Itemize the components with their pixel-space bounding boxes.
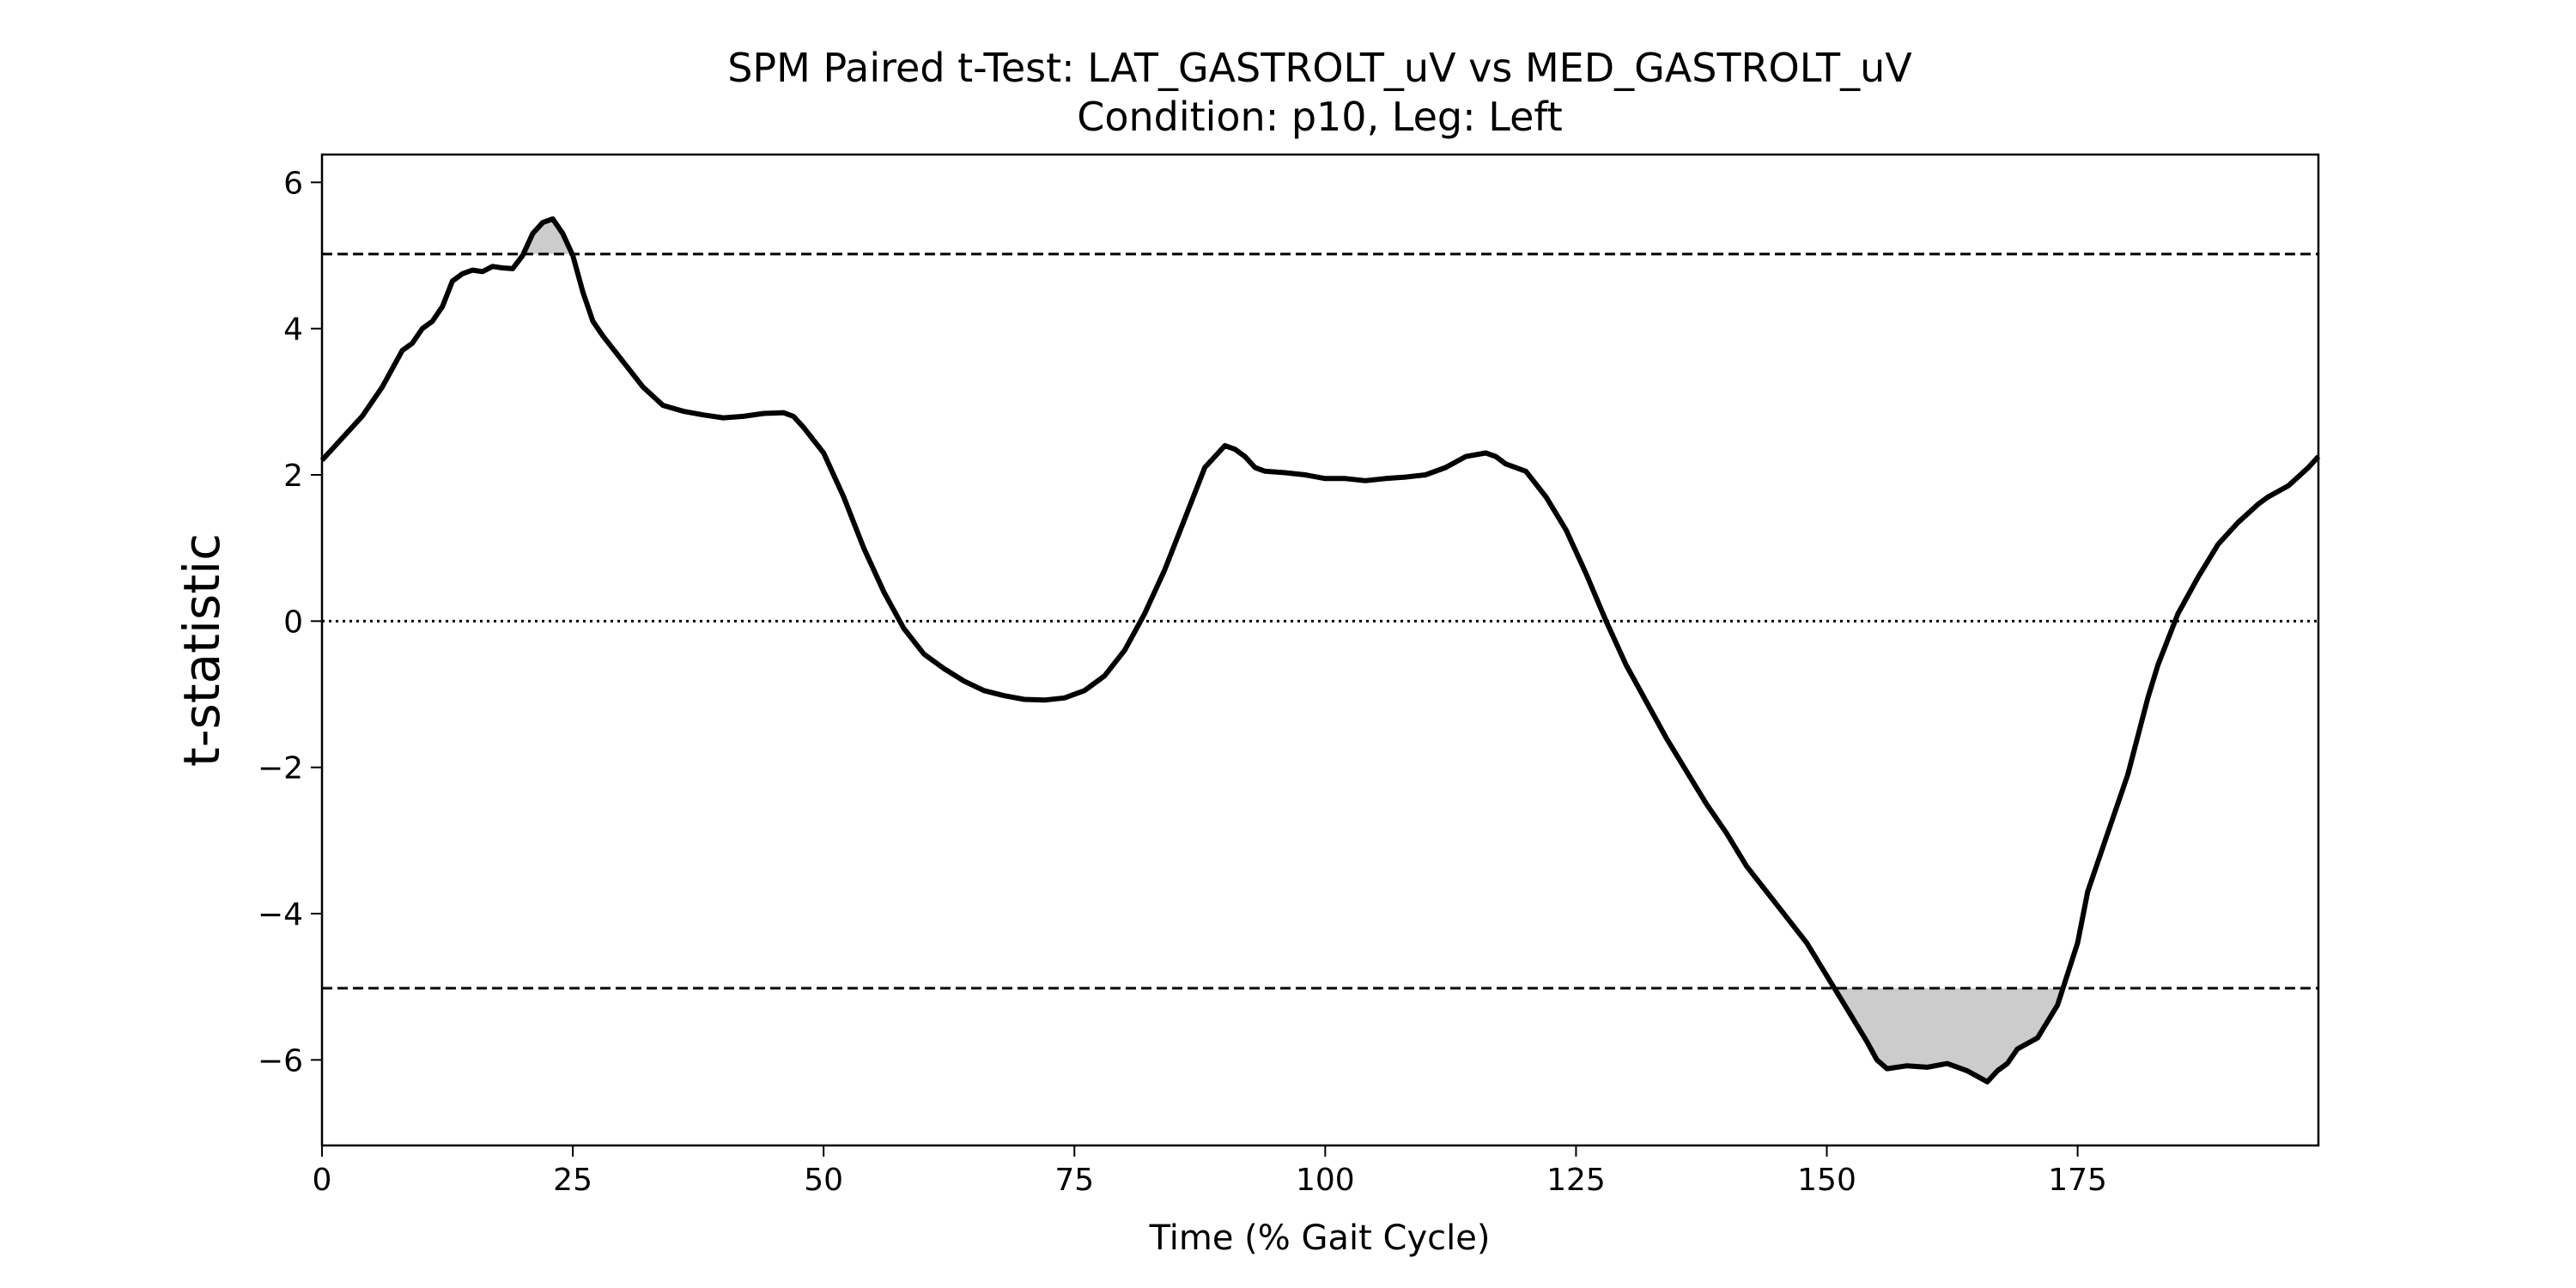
plot-frame	[320, 153, 2320, 1147]
y-tick-label: 4	[283, 313, 303, 348]
x-tick-label: 0	[313, 1163, 332, 1198]
y-tick-label: −6	[258, 1043, 303, 1078]
y-tick-label: −4	[258, 897, 303, 933]
chart-title: SPM Paired t-Test: LAT_GASTROLT_uV vs ME…	[727, 45, 1912, 91]
cluster-fill	[523, 218, 573, 254]
x-tick-label: 50	[804, 1163, 843, 1198]
x-tick-label: 75	[1054, 1163, 1094, 1198]
y-tick-label: 2	[283, 459, 303, 494]
x-tick-label: 150	[1797, 1163, 1856, 1198]
cluster-fill	[1834, 987, 2063, 1082]
y-tick-label: 0	[283, 605, 303, 640]
x-tick-label: 125	[1546, 1163, 1606, 1198]
y-tick-label: −2	[258, 751, 303, 787]
x-tick-label: 100	[1296, 1163, 1355, 1198]
y-tick-label: 6	[283, 166, 303, 201]
y-axis-label: t-statistic	[173, 533, 231, 767]
x-tick-label: 175	[2048, 1163, 2107, 1198]
chart-subtitle: Condition: p10, Leg: Left	[1077, 94, 1563, 140]
x-axis-label: Time (% Gait Cycle)	[1149, 1218, 1491, 1258]
data-line	[319, 216, 2321, 1084]
x-tick-label: 25	[553, 1163, 592, 1198]
